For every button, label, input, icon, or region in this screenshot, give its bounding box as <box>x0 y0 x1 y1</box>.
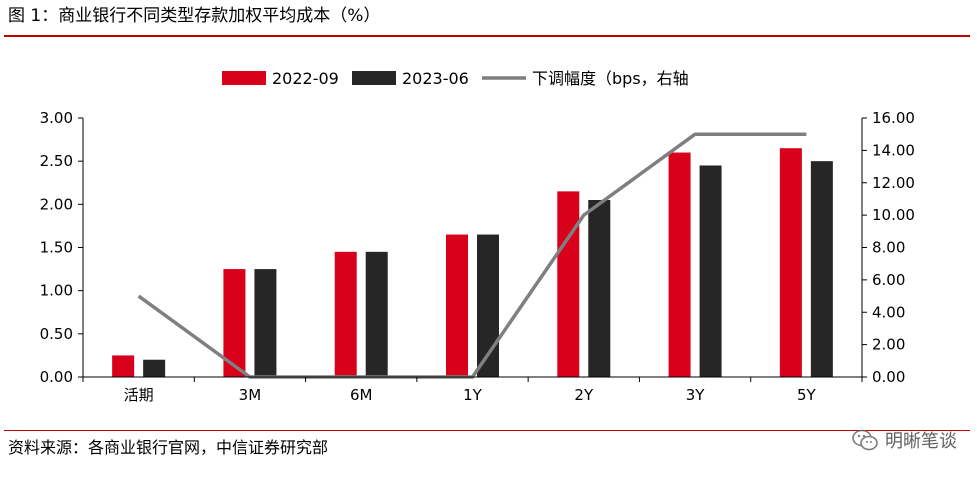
right-axis: 0.00 2.00 4.00 6.00 8.00 10.00 12.00 14.00 16.00 <box>861 109 915 386</box>
source-rule <box>4 430 970 431</box>
right-axis-tick-label: 14.00 <box>872 141 915 159</box>
left-axis-tick-label: 3.00 <box>40 109 73 127</box>
left-axis-tick-label: 0.00 <box>40 368 73 386</box>
bar <box>477 234 499 377</box>
bar <box>810 161 833 377</box>
bar <box>254 269 277 377</box>
x-axis-tick-label: 3Y <box>686 386 706 404</box>
x-axis-tick-label: 5Y <box>797 386 817 404</box>
bar <box>334 251 357 377</box>
chart: 2022-09 2023-06 下调幅度（bps，右轴 0.00 0.50 1.00 1.… <box>40 69 915 404</box>
left-axis: 0.00 0.50 1.00 1.50 2.00 2.50 3.00 <box>40 109 84 386</box>
watermark-text: 明晰笔谈 <box>885 431 957 452</box>
x-axis-tick-label: 6M <box>350 386 373 404</box>
x-axis: 活期 3M 6M 1Y 2Y 3Y 5Y <box>82 376 863 404</box>
figure-title: 图 1：商业银行不同类型存款加权平均成本（%） <box>8 6 381 26</box>
legend-label: 下调幅度（bps，右轴 <box>532 69 689 88</box>
wechat-icon <box>852 429 878 451</box>
bar <box>365 251 388 377</box>
right-axis-tick-label: 12.00 <box>872 174 915 192</box>
x-axis-tick-label: 1Y <box>463 386 483 404</box>
bar <box>668 152 691 377</box>
title-rule <box>4 35 970 37</box>
bars <box>112 148 833 377</box>
chart-legend: 2022-09 2023-06 下调幅度（bps，右轴 <box>222 69 689 88</box>
right-axis-tick-label: 10.00 <box>872 206 915 224</box>
bar <box>699 165 722 377</box>
source-note: 资料来源：各商业银行官网，中信证券研究部 <box>8 438 329 457</box>
right-axis-tick-label: 8.00 <box>872 239 905 257</box>
left-axis-tick-label: 1.50 <box>40 239 73 257</box>
x-axis-tick-label: 2Y <box>574 386 594 404</box>
left-axis-tick-label: 0.50 <box>40 325 73 343</box>
legend-swatch <box>352 71 396 85</box>
bar <box>112 355 135 377</box>
bar <box>588 200 611 377</box>
right-axis-tick-label: 6.00 <box>872 271 905 289</box>
left-axis-tick-label: 2.50 <box>40 152 73 170</box>
right-axis-tick-label: 0.00 <box>872 368 905 386</box>
legend-swatch <box>222 71 266 85</box>
bar <box>779 148 802 377</box>
legend-label: 2022-09 <box>272 69 339 88</box>
watermark: 明晰笔谈 <box>851 426 957 454</box>
left-axis-tick-label: 2.00 <box>40 195 73 213</box>
x-axis-tick-label: 活期 <box>124 386 154 404</box>
bar <box>446 234 468 377</box>
right-axis-tick-label: 2.00 <box>872 336 905 354</box>
bar <box>557 191 580 377</box>
left-axis-tick-label: 1.00 <box>40 282 73 300</box>
x-axis-tick-label: 3M <box>239 386 262 404</box>
right-axis-tick-label: 16.00 <box>872 109 915 127</box>
bar <box>143 359 166 377</box>
bar <box>223 269 246 377</box>
legend-label: 2023-06 <box>402 69 469 88</box>
right-axis-tick-label: 4.00 <box>872 303 905 321</box>
